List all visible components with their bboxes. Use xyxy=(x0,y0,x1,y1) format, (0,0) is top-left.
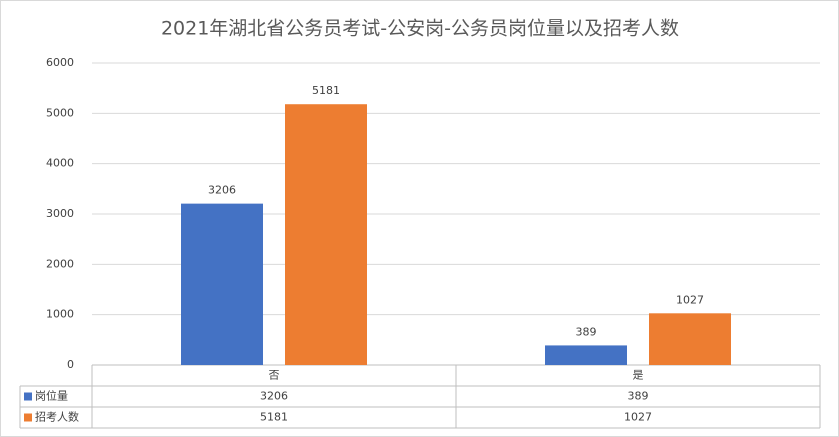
legend-label: 岗位量 xyxy=(35,389,68,403)
data-label: 3206 xyxy=(208,184,236,197)
data-label: 1027 xyxy=(676,293,704,306)
y-tick-label: 2000 xyxy=(46,257,74,270)
bar xyxy=(649,313,731,365)
table-cell: 389 xyxy=(628,390,649,403)
x-tick-label: 是 xyxy=(633,369,644,382)
y-tick-label: 1000 xyxy=(46,308,74,321)
bar xyxy=(545,345,627,365)
bar xyxy=(285,104,367,366)
data-label: 389 xyxy=(576,325,597,338)
chart-title: 2021年湖北省公务员考试-公安岗-公务员岗位量以及招考人数 xyxy=(161,18,679,40)
y-tick-label: 5000 xyxy=(46,106,74,119)
y-tick-label: 6000 xyxy=(46,56,74,69)
x-tick-label: 否 xyxy=(269,369,280,382)
bar xyxy=(181,203,263,365)
y-tick-label: 4000 xyxy=(46,157,74,170)
legend-key xyxy=(24,413,32,422)
y-tick-label: 3000 xyxy=(46,207,74,220)
table-cell: 3206 xyxy=(260,390,288,403)
legend-key xyxy=(24,392,32,401)
data-label: 5181 xyxy=(312,84,340,97)
legend-label: 招考人数 xyxy=(35,410,79,424)
y-tick-label: 0 xyxy=(67,358,74,371)
table-cell: 1027 xyxy=(624,411,652,424)
table-cell: 5181 xyxy=(260,411,288,424)
